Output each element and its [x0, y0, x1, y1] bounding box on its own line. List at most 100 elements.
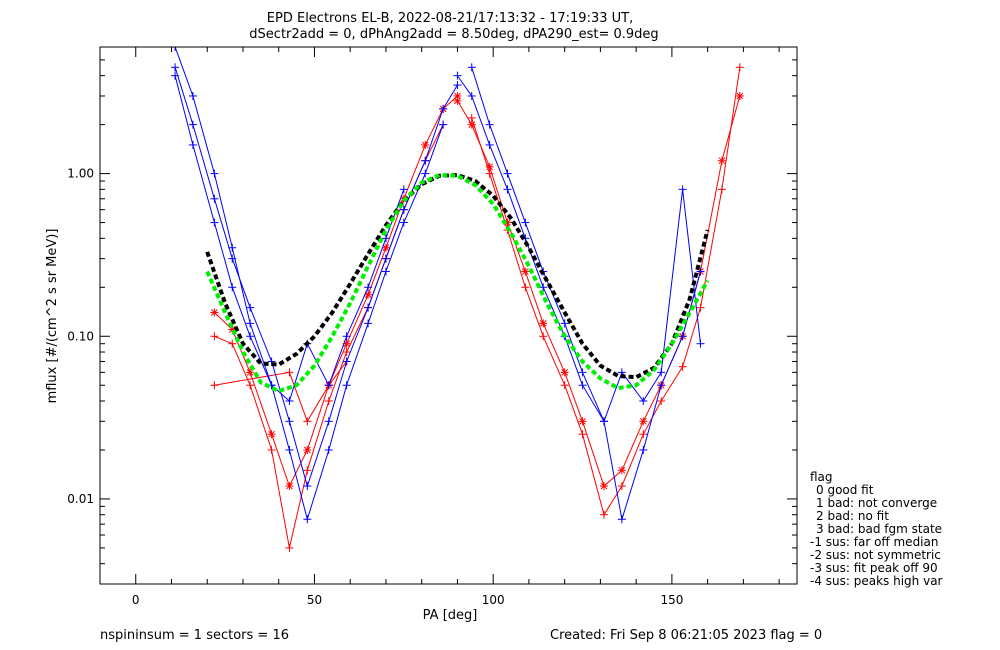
data-point [364, 319, 373, 328]
data-point [303, 445, 312, 454]
data-point [539, 332, 548, 341]
data-point [421, 169, 430, 178]
series-line [174, 75, 405, 402]
data-point [210, 194, 219, 203]
data-point [303, 466, 312, 475]
y-tick-label: 0.01 [67, 492, 94, 506]
chart-title: EPD Electrons EL-B, 2022-08-21/17:13:32 … [267, 11, 633, 26]
data-point [171, 71, 180, 80]
data-point [285, 482, 294, 491]
data-point [696, 303, 705, 312]
data-point [364, 283, 373, 292]
data-point [617, 482, 626, 491]
data-point [696, 339, 705, 348]
data-point [639, 430, 648, 439]
data-point [439, 120, 448, 129]
data-point [188, 140, 197, 149]
data-point [717, 185, 726, 194]
data-point [421, 140, 430, 149]
footer-right: Created: Fri Sep 8 06:21:05 2023 flag = … [550, 628, 822, 643]
series-line [174, 67, 458, 488]
data-point [210, 308, 219, 317]
series-line [456, 95, 741, 487]
data-point [210, 332, 219, 341]
data-point [188, 120, 197, 129]
series-line [471, 67, 701, 423]
plot-frame [99, 46, 798, 585]
data-point [421, 156, 430, 165]
data-point [324, 396, 333, 405]
data-point [599, 510, 608, 519]
data-point [171, 63, 180, 72]
data-point [228, 243, 237, 252]
chart-subtitle: dSectr2add = 0, dPhAng2add = 8.50deg, dP… [249, 27, 658, 42]
data-point [285, 445, 294, 454]
series-line [456, 75, 701, 520]
legend-entry: -3 sus: fit peak off 90 [810, 561, 938, 575]
data-point [599, 482, 608, 491]
data-point [324, 381, 333, 390]
data-point [735, 63, 744, 72]
x-axis-label: PA [deg] [423, 608, 478, 623]
data-point [467, 91, 476, 100]
data-point [267, 445, 276, 454]
data-point [364, 290, 373, 299]
data-point [560, 381, 569, 390]
data-point [267, 430, 276, 439]
data-point [364, 303, 373, 312]
legend-entry: -1 sus: far off median [810, 535, 938, 549]
data-point [342, 381, 351, 390]
data-point [399, 185, 408, 194]
y-axis-label: mflux [#/(cm^2 s sr MeV)] [45, 229, 60, 404]
data-point [578, 417, 587, 426]
data-point [246, 319, 255, 328]
data-point [657, 396, 666, 405]
fit-curve [205, 172, 710, 380]
data-point [657, 381, 666, 390]
data-point [210, 381, 219, 390]
data-point [485, 140, 494, 149]
data-point [639, 417, 648, 426]
data-point [467, 63, 476, 72]
y-tick-label: 0.10 [67, 329, 94, 343]
data-point [246, 381, 255, 390]
data-point [657, 368, 666, 377]
data-point [560, 368, 569, 377]
x-tick-label: 150 [660, 593, 683, 607]
data-point [342, 332, 351, 341]
series-line [214, 95, 458, 488]
legend-entry: -4 sus: peaks high var [810, 574, 943, 588]
data-point [285, 368, 294, 377]
data-point [639, 445, 648, 454]
data-point [453, 81, 462, 90]
data-point [717, 156, 726, 165]
legend-entry: 0 good fit [816, 483, 874, 497]
data-point [521, 283, 530, 292]
x-tick-label: 0 [132, 593, 140, 607]
data-point [399, 218, 408, 227]
data-point [303, 482, 312, 491]
data-point [324, 417, 333, 426]
data-point [285, 543, 294, 552]
data-point [639, 396, 648, 405]
data-point [228, 339, 237, 348]
data-point [560, 319, 569, 328]
legend-entry: 1 bad: not converge [816, 496, 937, 510]
data-point [539, 319, 548, 328]
data-point [617, 515, 626, 524]
data-layer [171, 47, 744, 552]
data-point [678, 185, 687, 194]
data-point [453, 71, 462, 80]
data-point [381, 234, 390, 243]
data-point [246, 303, 255, 312]
data-point [678, 332, 687, 341]
data-point [485, 169, 494, 178]
data-point [467, 113, 476, 122]
data-point [578, 368, 587, 377]
data-point [453, 96, 462, 105]
data-point [578, 381, 587, 390]
data-point [381, 254, 390, 263]
data-point [503, 185, 512, 194]
data-point [503, 169, 512, 178]
data-point [521, 267, 530, 276]
